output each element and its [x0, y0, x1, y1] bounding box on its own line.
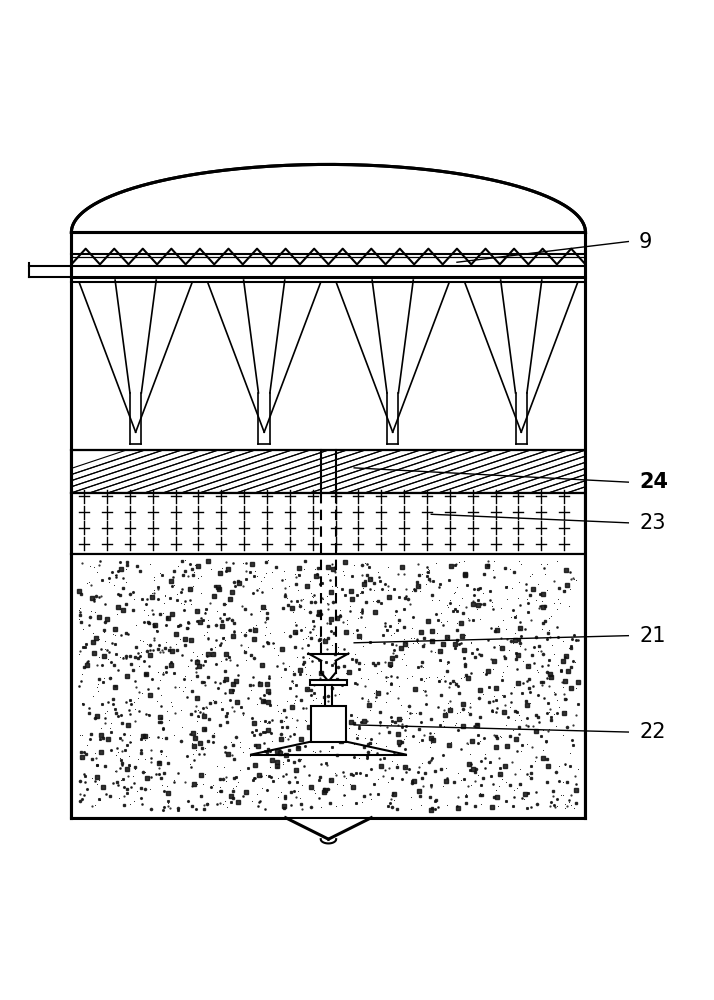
Text: 24: 24 — [639, 472, 668, 492]
Text: 9: 9 — [639, 232, 653, 252]
Bar — [310, 680, 347, 685]
Bar — [71, 554, 585, 818]
Bar — [311, 706, 346, 742]
Text: 22: 22 — [639, 722, 665, 742]
Bar — [71, 493, 585, 554]
Bar — [71, 450, 585, 493]
Text: 23: 23 — [639, 513, 665, 533]
Text: 21: 21 — [639, 626, 665, 646]
